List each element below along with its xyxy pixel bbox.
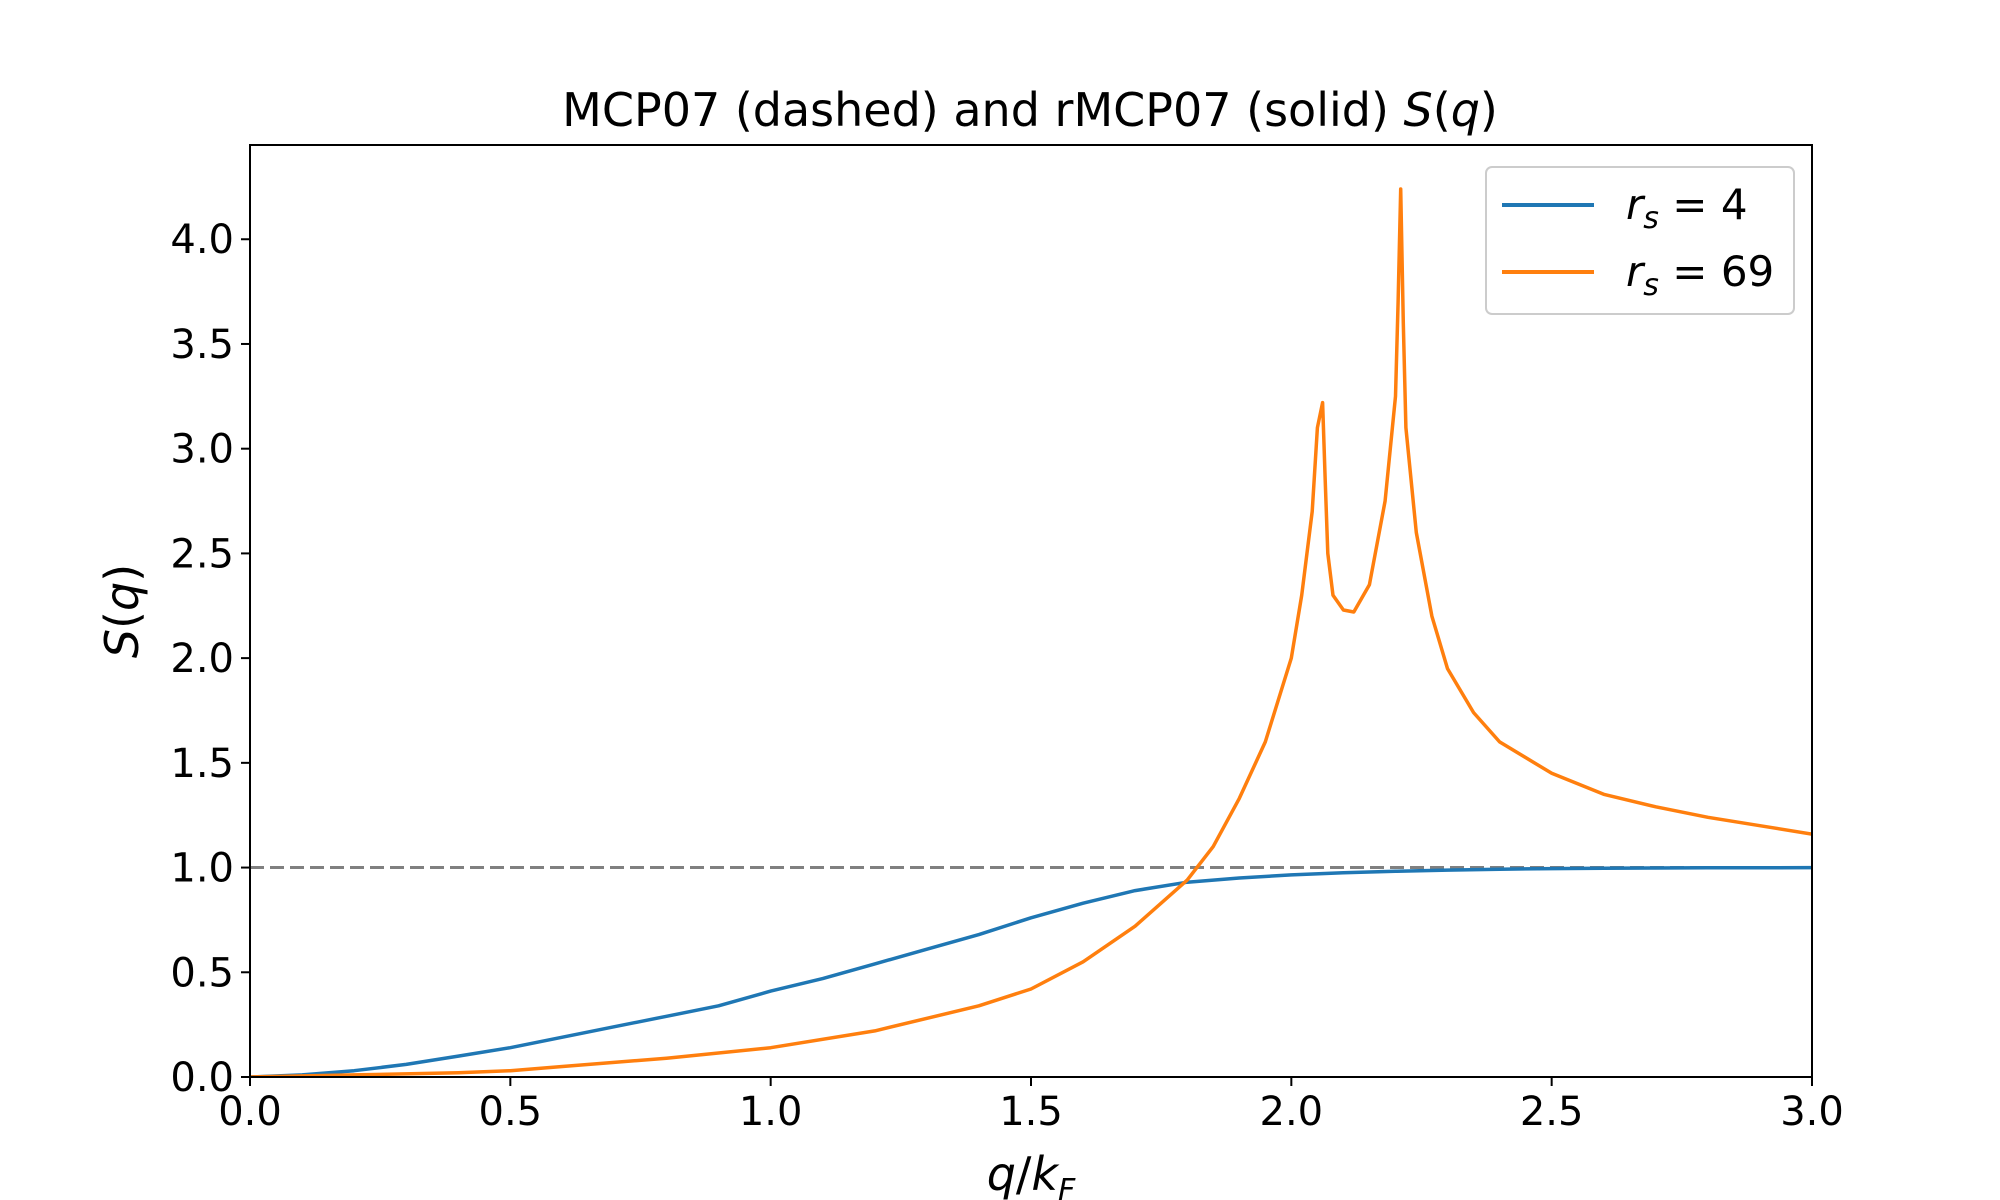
- x-tick-label: 3.0: [1780, 1089, 1844, 1135]
- x-axis-label-q: q: [987, 1147, 1016, 1200]
- y-tick-label: 1.5: [170, 741, 234, 787]
- y-tick-label: 1.0: [170, 846, 234, 892]
- x-tick-label: 1.0: [739, 1089, 803, 1135]
- plot-frame: [249, 144, 1813, 1078]
- legend-label-rs4-sub: s: [1643, 201, 1659, 236]
- legend-label-rs4-val: 4: [1721, 180, 1748, 229]
- y-tick-label: 3.5: [170, 322, 234, 368]
- y-tick-label: 4.0: [170, 217, 234, 263]
- x-axis-label: q/kF: [987, 1147, 1076, 1200]
- y-axis-label: S(q): [95, 564, 149, 658]
- x-tick-label: 0.5: [479, 1089, 543, 1135]
- legend-label-rs4-eq: =: [1659, 180, 1721, 229]
- legend-label-rs69-eq: =: [1659, 247, 1721, 296]
- y-tick-label: 3.0: [170, 427, 234, 473]
- legend-label-rs69-val: 69: [1721, 247, 1774, 296]
- legend: rs = 4 rs = 69: [1485, 166, 1795, 315]
- x-axis-label-sub: F: [1058, 1173, 1076, 1200]
- legend-label-rs69-sub: s: [1643, 268, 1659, 303]
- legend-label-rs4: rs = 4: [1626, 180, 1748, 236]
- series-line-rs4: [250, 865, 1812, 1077]
- chart-title-open: (: [1433, 83, 1451, 137]
- legend-label-rs69-var: r: [1626, 247, 1646, 296]
- chart-title: MCP07 (dashed) and rMCP07 (solid) S(q): [562, 83, 1498, 137]
- chart-title-close: ): [1480, 83, 1498, 137]
- plot-layer: [250, 187, 1812, 1077]
- y-axis-label-open: (: [95, 611, 149, 629]
- chart-title-prefix: MCP07 (dashed) and rMCP07 (solid): [562, 83, 1403, 137]
- y-tick-label: 0.0: [170, 1055, 234, 1101]
- y-tick-label: 0.5: [170, 950, 234, 996]
- x-tick-label: 0.0: [218, 1089, 282, 1135]
- x-axis-label-k: k: [1031, 1147, 1060, 1200]
- x-tick-label: 1.5: [999, 1089, 1063, 1135]
- x-tick-label: 2.0: [1260, 1089, 1324, 1135]
- x-axis-label-slash: /: [1016, 1147, 1032, 1200]
- legend-label-rs69: rs = 69: [1626, 247, 1774, 303]
- x-tick-label: 2.5: [1520, 1089, 1584, 1135]
- y-axis-label-close: ): [95, 564, 149, 582]
- legend-label-rs4-var: r: [1626, 180, 1646, 229]
- y-tick-label: 2.0: [170, 636, 234, 682]
- chart-title-q: q: [1451, 83, 1480, 137]
- chart-title-math-s: S: [1404, 83, 1433, 137]
- y-axis-label-q: q: [95, 582, 149, 611]
- tick-layer: 0.0 0.5 1.0 1.5 2.0 2.5 3.0 0.0 0.5 1.0 1.5 2.0 2.5 3…: [170, 217, 1843, 1135]
- y-axis-label-s: S: [95, 629, 149, 658]
- series-line-rs69: [250, 187, 1812, 1077]
- y-tick-label: 2.5: [170, 531, 234, 577]
